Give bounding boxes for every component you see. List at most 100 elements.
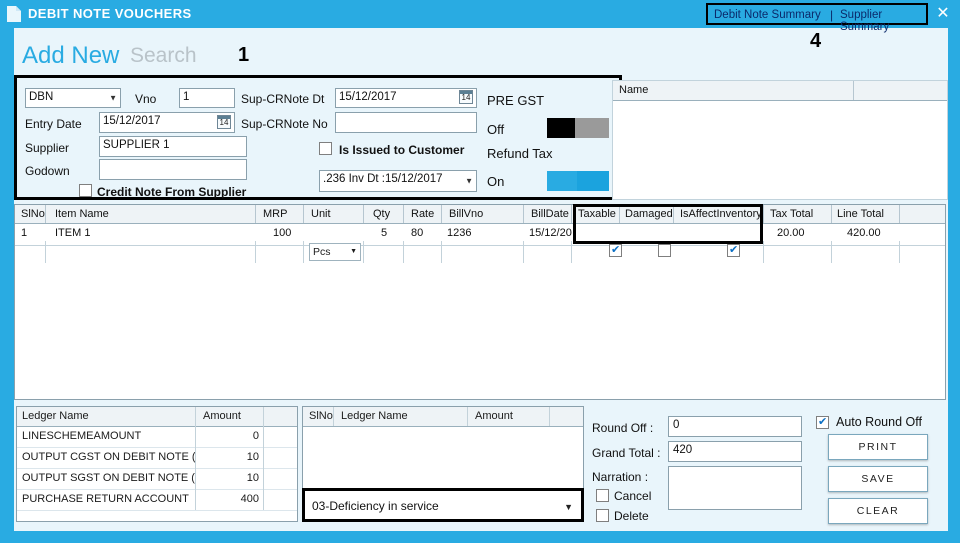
voucher-header-panel: DBN ▼ Vno 1 Entry Date 15/12/2017 14 Sup… [14,75,622,200]
round-off-label: Round Off : [592,421,654,435]
summary-separator: | [830,8,834,22]
window-title: DEBIT NOTE VOUCHERS [28,6,192,21]
chevron-down-icon-unit: ▼ [350,248,357,255]
supplier-summary-link[interactable]: Supplier Summary [840,9,890,33]
cell-isaffectinventory-checkbox[interactable] [727,243,740,257]
document-icon [7,6,21,22]
pre-gst-toggle[interactable] [547,118,609,138]
credit-note-from-supplier-label: Credit Note From Supplier [97,185,247,199]
is-issued-to-customer-checkbox[interactable] [319,142,332,155]
entry-date-input[interactable]: 15/12/2017 [99,112,235,133]
sup-crnote-dt-input[interactable]: 15/12/2017 [335,88,477,108]
col-item-name: Item Name [55,208,109,220]
delete-checkbox[interactable] [596,509,609,522]
narration-input[interactable] [668,466,802,510]
entry-date-label: Entry Date [25,117,82,131]
voucher-type-select[interactable]: DBN ▼ [25,88,121,108]
col-damaged: Damaged [625,208,673,220]
cell-taxable-checkbox[interactable] [609,243,622,257]
ledger-row-4-name: PURCHASE RETURN ACCOUNT [22,493,189,505]
ledger-row-4[interactable]: PURCHASE RETURN ACCOUNT 400 [17,489,297,511]
chevron-down-icon: ▼ [109,93,117,103]
add-new-button[interactable]: Add New [22,42,120,69]
grand-total-label: Grand Total : [592,446,661,460]
ledger-col-amount: Amount [203,410,241,422]
chevron-down-icon-2: ▼ [465,176,473,186]
ledger-row-2[interactable]: OUTPUT CGST ON DEBIT NOTE ( 10 [17,447,297,469]
additional-ledger-header: SlNo Ledger Name Amount [303,407,583,427]
summary-links-group: Debit Note Summary | Supplier Summary [706,3,928,33]
credit-note-from-supplier-checkbox[interactable] [79,184,92,197]
name-header-divider [853,81,854,100]
calendar-icon-2[interactable]: 14 [459,90,473,104]
mid-col-ledger-name: Ledger Name [341,410,408,422]
cell-item-name[interactable]: ITEM 1 [55,227,91,239]
chevron-down-icon-reason: ▼ [564,502,573,512]
godown-input[interactable] [99,159,247,180]
cell-unit-value: Pcs [313,246,331,258]
cell-damaged-checkbox[interactable] [658,244,671,257]
ledger-row-3[interactable]: OUTPUT SGST ON DEBIT NOTE ( 10 [17,468,297,490]
supplier-label: Supplier [25,141,70,155]
ledger-row-2-amount: 10 [246,451,259,463]
clear-button[interactable]: CLEAR [828,498,928,524]
ledger-row-1-amount: 0 [252,430,259,442]
ledger-row-3-name: OUTPUT SGST ON DEBIT NOTE ( [22,472,195,484]
cell-rate[interactable]: 80 [411,227,424,239]
close-icon[interactable]: ✕ [936,5,950,22]
reason-select[interactable]: 03-Deficiency in service ▼ [302,488,584,522]
ledger-row-3-amount: 10 [246,472,259,484]
ledger-table[interactable]: Ledger Name Amount LINESCHEMEAMOUNT 0 OU… [16,406,298,522]
voucher-type-value: DBN [29,91,54,103]
col-billvno: BillVno [449,208,484,220]
godown-label: Godown [25,164,70,178]
calendar-icon[interactable]: 14 [217,115,231,129]
ledger-row-2-name: OUTPUT CGST ON DEBIT NOTE ( [22,451,196,463]
annotation-marker-4: 4 [810,30,822,52]
name-panel-header: Name [613,81,947,101]
round-off-input[interactable]: 0 [668,416,802,437]
ledger-row-1-name: LINESCHEMEAMOUNT [22,430,142,442]
sup-crnote-no-input[interactable] [335,112,477,133]
refund-tax-state: On [487,174,505,189]
cancel-checkbox[interactable] [596,489,609,502]
auto-round-off-checkbox[interactable] [816,415,829,429]
sup-crnote-dt-label: Sup-CRNote Dt [241,92,325,106]
cell-billdate[interactable]: 15/12/20 [529,227,572,239]
table-row[interactable]: 1 ITEM 1 100 5 80 1236 15/12/20 20.00 42… [15,223,945,263]
auto-round-off-label: Auto Round Off [836,415,922,429]
col-tax-total: Tax Total [770,208,814,220]
ledger-row-4-amount: 400 [240,493,259,505]
cell-billvno[interactable]: 1236 [447,227,472,239]
cell-slno: 1 [21,227,28,239]
left-edge-bar [0,28,14,543]
name-panel: Name [612,80,948,200]
cancel-label: Cancel [614,489,652,503]
item-grid-header: SlNo Item Name MRP Unit Qty Rate BillVno… [15,205,945,224]
name-column-header: Name [619,84,649,96]
cell-mrp[interactable]: 100 [273,227,292,239]
mid-col-slno: SlNo [309,410,333,422]
refund-tax-toggle[interactable] [547,171,609,191]
cell-unit-select[interactable]: Pcs ▼ [309,243,361,261]
search-button[interactable]: Search [130,44,197,67]
refund-tax-label: Refund Tax [487,146,553,161]
ledger-table-header: Ledger Name Amount [17,407,297,427]
mid-col-amount: Amount [475,410,513,422]
is-issued-to-customer-label: Is Issued to Customer [339,143,465,157]
annotation-marker-1: 1 [238,44,250,66]
print-button[interactable]: PRINT [828,434,928,460]
save-button[interactable]: SAVE [828,466,928,492]
cell-tax-total: 20.00 [777,227,805,239]
debit-note-summary-link[interactable]: Debit Note Summary [714,9,821,21]
col-billdate: BillDate [531,208,569,220]
supplier-input[interactable]: SUPPLIER 1 [99,136,247,157]
col-mrp: MRP [263,208,288,220]
vno-input[interactable]: 1 [179,88,235,108]
sup-crnote-no-label: Sup-CRNote No [241,117,328,131]
cell-qty[interactable]: 5 [381,227,388,239]
item-grid[interactable]: SlNo Item Name MRP Unit Qty Rate BillVno… [14,204,946,400]
grand-total-input[interactable]: 420 [668,441,802,462]
ledger-row-1[interactable]: LINESCHEMEAMOUNT 0 [17,426,297,448]
inv-select[interactable]: .236 Inv Dt :15/12/2017 ▼ [319,170,477,192]
